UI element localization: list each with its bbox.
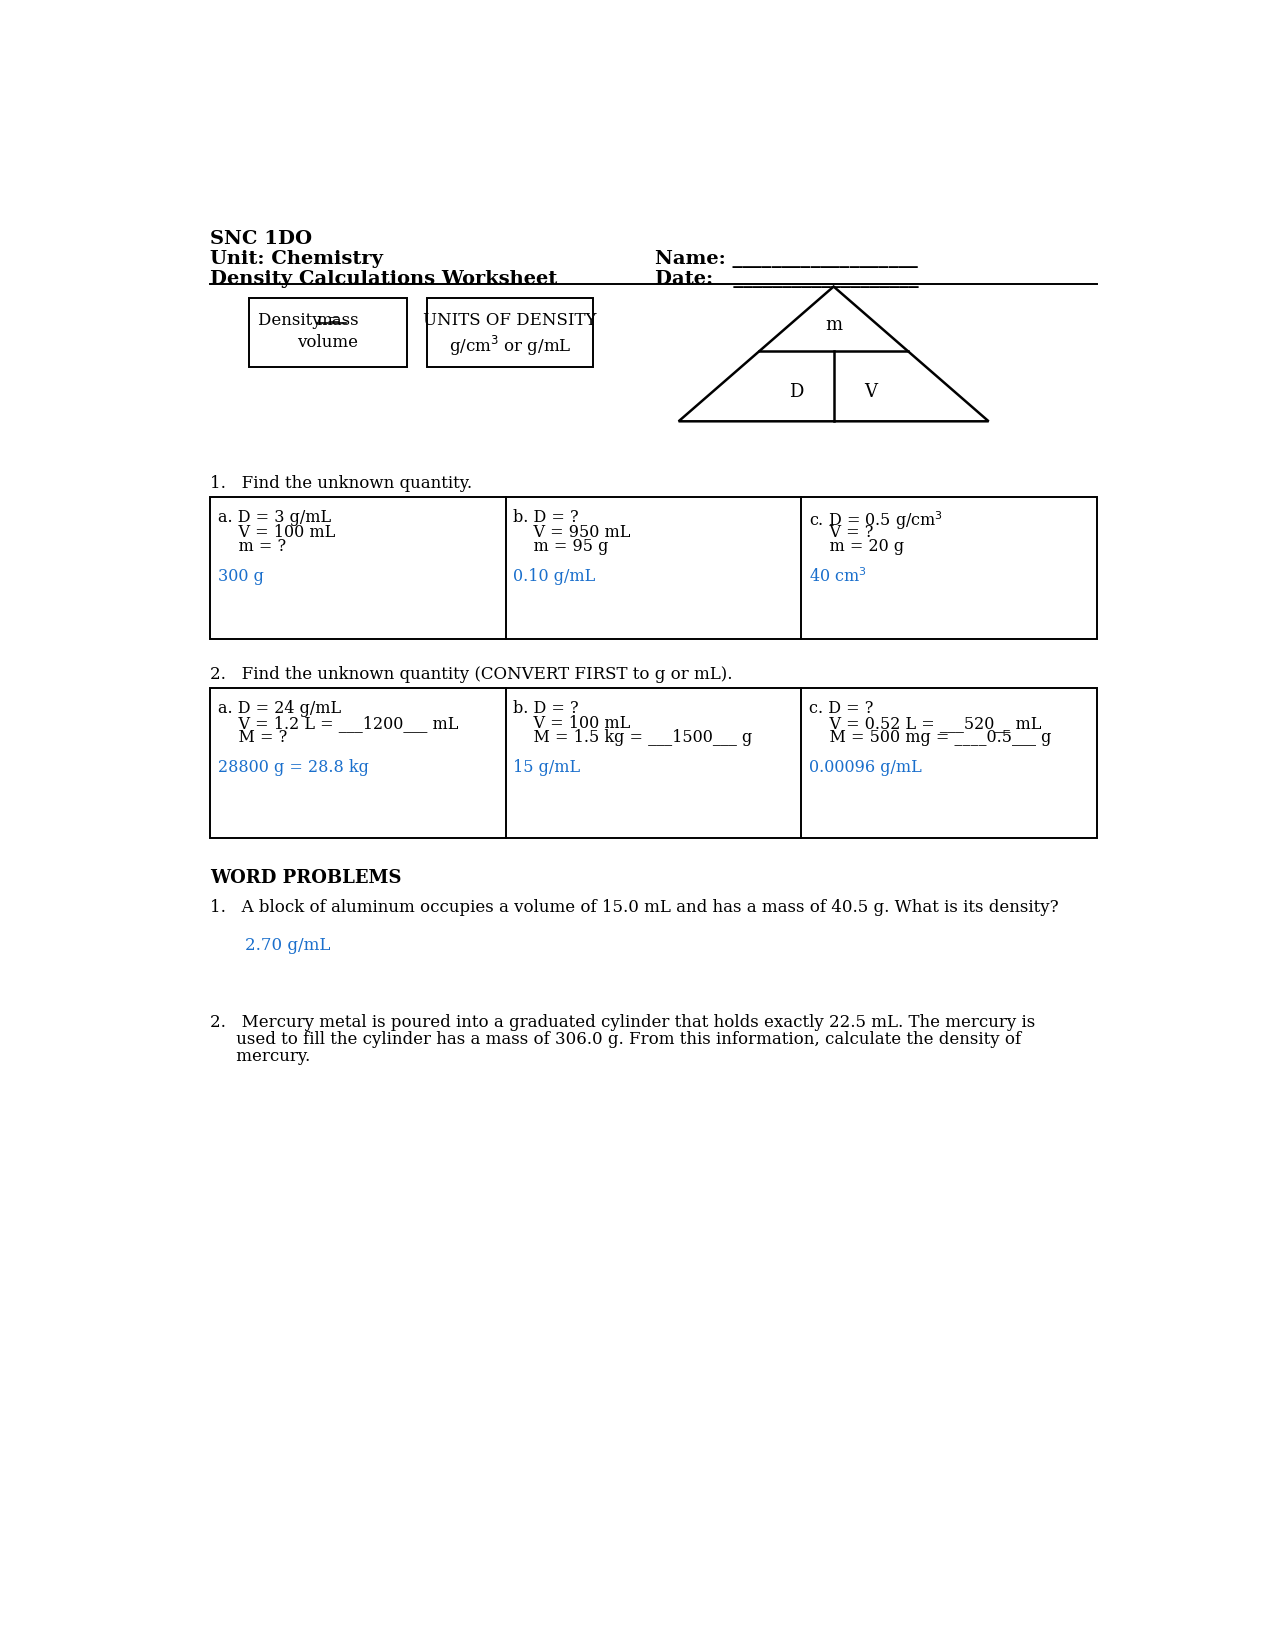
Text: Unit: Chemistry: Unit: Chemistry (210, 251, 382, 269)
FancyBboxPatch shape (210, 497, 1096, 639)
Text: V = 950 mL: V = 950 mL (514, 523, 631, 541)
Text: 1.   Find the unknown quantity.: 1. Find the unknown quantity. (210, 475, 472, 492)
Text: g/cm$^3$ or g/mL: g/cm$^3$ or g/mL (449, 333, 571, 358)
Text: b. D = ?: b. D = ? (514, 700, 579, 718)
Text: V = 1.2 L = ___1200___ mL: V = 1.2 L = ___1200___ mL (218, 714, 458, 731)
Text: c. D = ?: c. D = ? (810, 700, 873, 718)
Text: mercury.: mercury. (210, 1048, 310, 1066)
Text: V = 100 mL: V = 100 mL (514, 714, 631, 731)
Text: used to fill the cylinder has a mass of 306.0 g. From this information, calculat: used to fill the cylinder has a mass of … (210, 1031, 1021, 1048)
Text: UNITS OF DENSITY: UNITS OF DENSITY (423, 312, 597, 328)
Text: V: V (864, 383, 877, 401)
Text: WORD PROBLEMS: WORD PROBLEMS (210, 870, 402, 888)
Text: mass: mass (316, 312, 360, 328)
Text: M = 1.5 kg = ___1500___ g: M = 1.5 kg = ___1500___ g (514, 729, 752, 746)
Text: 15 g/mL: 15 g/mL (514, 759, 580, 775)
Text: m: m (825, 315, 843, 333)
Text: 1.   A block of aluminum occupies a volume of 15.0 mL and has a mass of 40.5 g. : 1. A block of aluminum occupies a volume… (210, 899, 1058, 916)
Text: 2.70 g/mL: 2.70 g/mL (245, 937, 330, 954)
Text: Name: ___________________: Name: ___________________ (655, 251, 918, 269)
Text: a. D = 3 g/mL: a. D = 3 g/mL (218, 510, 330, 526)
Text: 2.   Mercury metal is poured into a graduated cylinder that holds exactly 22.5 m: 2. Mercury metal is poured into a gradua… (210, 1015, 1035, 1031)
Text: Density Calculations Worksheet: Density Calculations Worksheet (210, 271, 557, 289)
Text: c. D = 0.5 g/cm$^3$: c. D = 0.5 g/cm$^3$ (810, 510, 944, 531)
Text: 0.00096 g/mL: 0.00096 g/mL (810, 759, 922, 775)
Text: D: D (789, 383, 803, 401)
Text: M = ?: M = ? (218, 729, 287, 746)
FancyBboxPatch shape (427, 299, 593, 368)
Text: b. D = ?: b. D = ? (514, 510, 579, 526)
Text: 0.10 g/mL: 0.10 g/mL (514, 568, 595, 584)
FancyBboxPatch shape (249, 299, 408, 368)
Text: V = 0.52 L = ___520__ mL: V = 0.52 L = ___520__ mL (810, 714, 1042, 731)
Text: 300 g: 300 g (218, 568, 264, 584)
Text: m = 20 g: m = 20 g (810, 538, 904, 556)
Text: Density =: Density = (258, 312, 346, 328)
Text: Date:   ___________________: Date: ___________________ (655, 271, 919, 289)
Text: 40 cm$^3$: 40 cm$^3$ (810, 568, 867, 586)
Text: V = 100 mL: V = 100 mL (218, 523, 335, 541)
Text: volume: volume (297, 333, 358, 350)
Text: V = ?: V = ? (810, 523, 873, 541)
Text: 28800 g = 28.8 kg: 28800 g = 28.8 kg (218, 759, 368, 775)
Text: m = 95 g: m = 95 g (514, 538, 608, 556)
Text: SNC 1DO: SNC 1DO (210, 231, 312, 249)
Text: a. D = 24 g/mL: a. D = 24 g/mL (218, 700, 340, 718)
Text: M = 500 mg = ____0.5___ g: M = 500 mg = ____0.5___ g (810, 729, 1052, 746)
FancyBboxPatch shape (210, 688, 1096, 838)
Text: m = ?: m = ? (218, 538, 286, 556)
Text: 2.   Find the unknown quantity (CONVERT FIRST to g or mL).: 2. Find the unknown quantity (CONVERT FI… (210, 667, 732, 683)
